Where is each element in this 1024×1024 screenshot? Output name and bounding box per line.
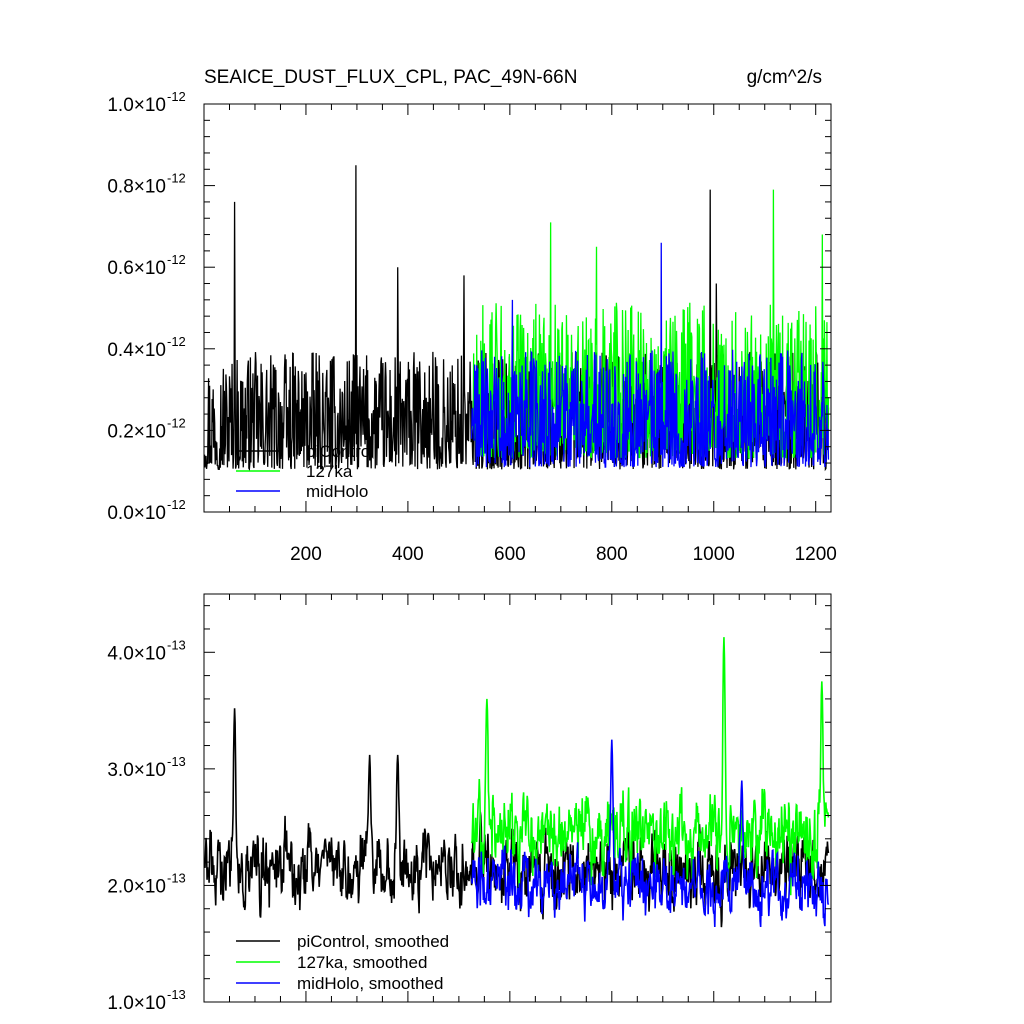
legend-label: midHolo, smoothed	[297, 974, 443, 993]
y-tick-exponent: -12	[167, 415, 186, 430]
y-tick-label: 0.6×10	[107, 258, 166, 279]
x-tick-label: 600	[494, 544, 526, 565]
y-tick-exponent: -13	[167, 987, 186, 1002]
y-tick-label: 0.4×10	[107, 340, 166, 361]
y-tick-exponent: -12	[167, 497, 186, 512]
series-line-midholo-smoothed	[470, 739, 830, 928]
series-layer	[204, 637, 830, 928]
y-tick-label: 1.0×10	[107, 95, 166, 116]
y-tick-label: 0.0×10	[107, 503, 166, 524]
y-tick-label: 0.2×10	[107, 421, 166, 442]
y-tick-label: 3.0×10	[107, 760, 166, 781]
y-tick-label: 0.8×10	[107, 177, 166, 198]
legend-label: 127ka, smoothed	[297, 953, 427, 972]
legend: piControl, smoothed 127ka, smoothed midHol…	[236, 932, 449, 993]
y-tick-label: 1.0×10	[107, 993, 166, 1014]
top-panel: SEAICE_DUST_FLUX_CPL, PAC_49N-66N g/cm^2…	[107, 67, 837, 565]
y-tick-exponent: -12	[167, 252, 186, 267]
legend-label: piControl	[306, 442, 374, 461]
x-tick-label: 1000	[693, 544, 735, 565]
y-tick-exponent: -12	[167, 171, 186, 186]
legend-label: midHolo	[306, 482, 368, 501]
y-tick-label: 4.0×10	[107, 643, 166, 664]
axes: 1.0×10 -132.0×10 -133.0×10 -134.0×10 -13	[107, 593, 832, 1014]
series-line-midholo	[470, 242, 830, 468]
plot-frame	[203, 103, 832, 513]
x-tick-label: 200	[290, 544, 322, 565]
chart-title: SEAICE_DUST_FLUX_CPL, PAC_49N-66N	[204, 67, 577, 88]
y-tick-exponent: -13	[167, 637, 186, 652]
y-tick-exponent: -12	[167, 334, 186, 349]
y-tick-exponent: -12	[167, 89, 186, 104]
x-tick-label: 1200	[795, 544, 837, 565]
y-tick-exponent: -13	[167, 870, 186, 885]
plot-frame	[203, 593, 832, 1003]
series-layer	[204, 165, 830, 472]
x-tick-label: 400	[392, 544, 424, 565]
legend-label: 127ka	[306, 462, 353, 481]
x-tick-label: 800	[596, 544, 628, 565]
legend-label: piControl, smoothed	[297, 932, 449, 951]
y-tick-exponent: -13	[167, 754, 186, 769]
bottom-panel: piControl, smoothed 127ka, smoothed midHol…	[107, 593, 832, 1014]
series-line-127ka-smoothed	[470, 637, 830, 896]
series-line-picontrol-smoothed	[204, 708, 830, 928]
y-tick-label: 2.0×10	[107, 876, 166, 897]
units-label: g/cm^2/s	[747, 67, 822, 88]
